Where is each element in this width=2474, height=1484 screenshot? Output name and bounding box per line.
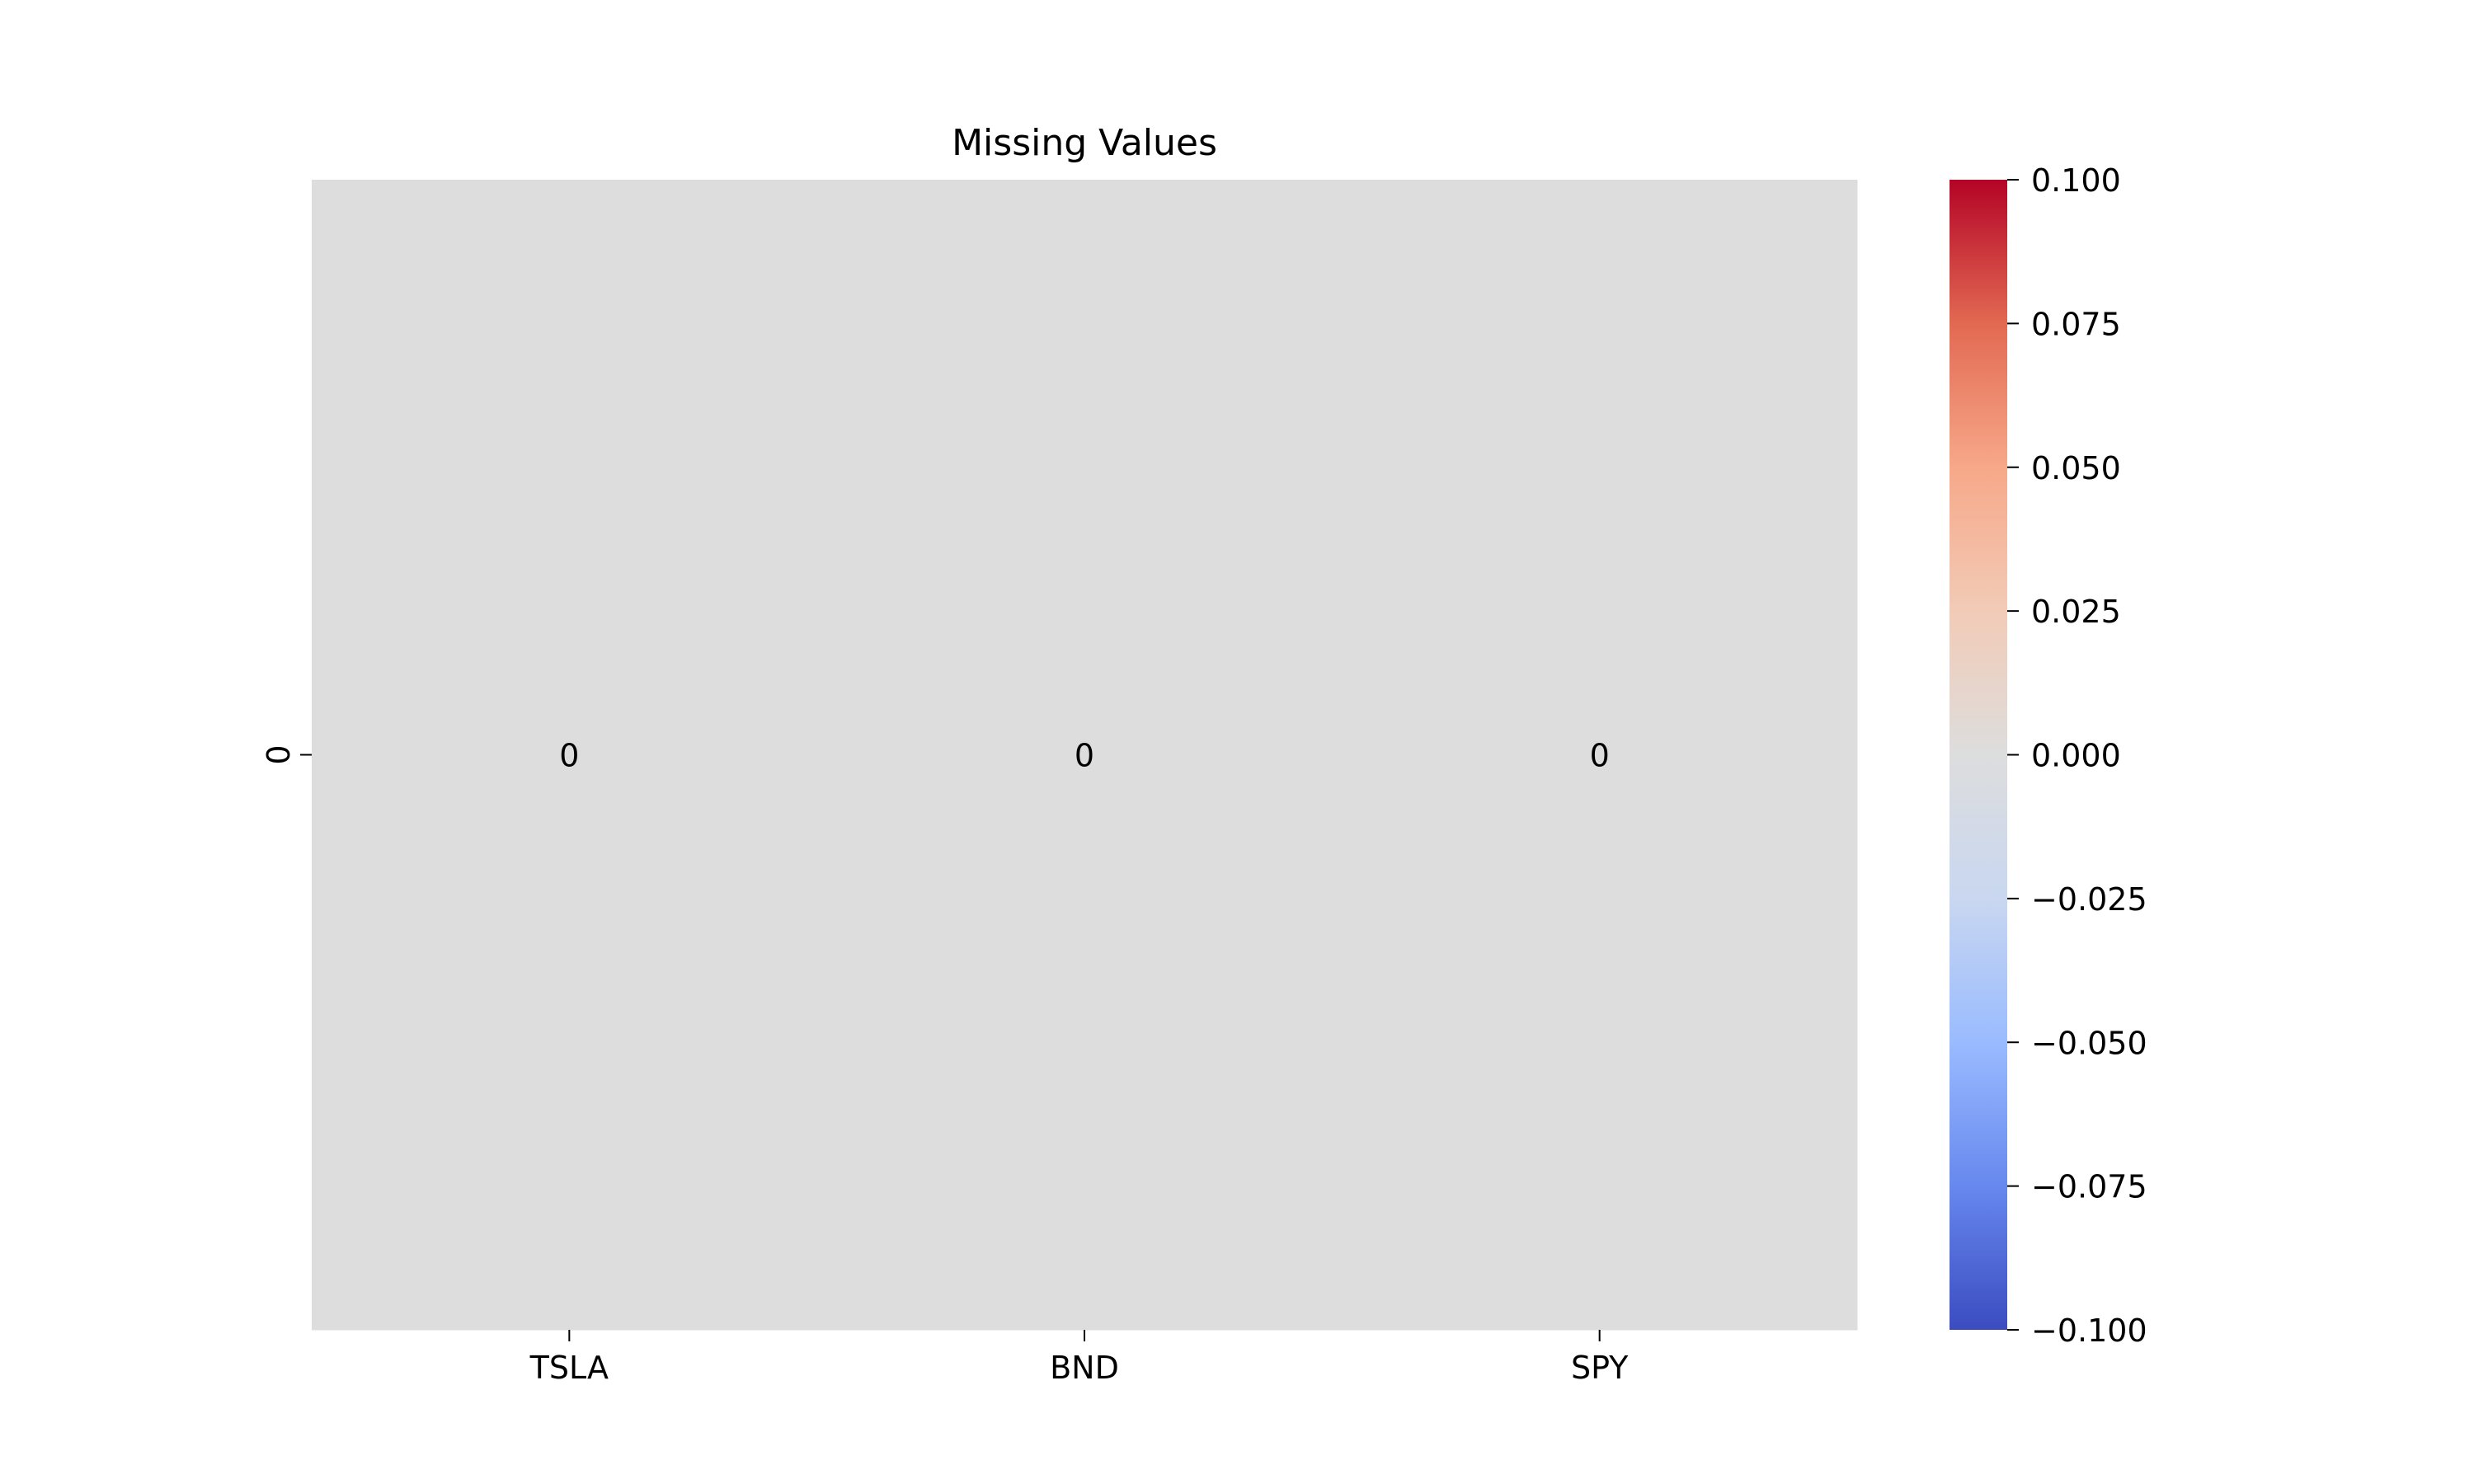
heatmap-cell: [1342, 180, 1858, 1331]
chart-title: Missing Values: [952, 122, 1217, 164]
cell-annotation: 0: [559, 738, 579, 774]
y-axis: 0: [261, 744, 312, 765]
colorbar-tick-label: −0.075: [2031, 1169, 2147, 1205]
colorbar-tick-label: 0.025: [2031, 594, 2121, 630]
heatmap-cell: [826, 180, 1343, 1331]
colorbar-tick-label: 0.050: [2031, 450, 2121, 486]
colorbar-tick-label: −0.025: [2031, 881, 2147, 918]
colorbar: 0.100 0.075 0.050 0.025 0.000 −0.025 −0.050 −0.…: [1950, 162, 2147, 1349]
colorbar-tick-label: −0.100: [2031, 1313, 2147, 1349]
x-tick-label: TSLA: [529, 1350, 609, 1386]
heatmap-grid: 0 0 0: [312, 180, 1858, 1331]
colorbar-tick-label: 0.075: [2031, 306, 2121, 342]
cell-annotation: 0: [1590, 738, 1610, 774]
colorbar-gradient: [1950, 180, 2007, 1330]
x-tick-label: BND: [1050, 1350, 1119, 1386]
colorbar-tick-label: 0.000: [2031, 738, 2121, 774]
x-tick-label: SPY: [1571, 1350, 1629, 1386]
heatmap-cell: [312, 180, 828, 1331]
cell-annotation: 0: [1075, 738, 1094, 774]
colorbar-tick-label: 0.100: [2031, 162, 2121, 199]
colorbar-tick-label: −0.050: [2031, 1025, 2147, 1061]
y-tick-label: 0: [261, 744, 297, 764]
x-axis: TSLA BND SPY: [529, 1330, 1629, 1386]
